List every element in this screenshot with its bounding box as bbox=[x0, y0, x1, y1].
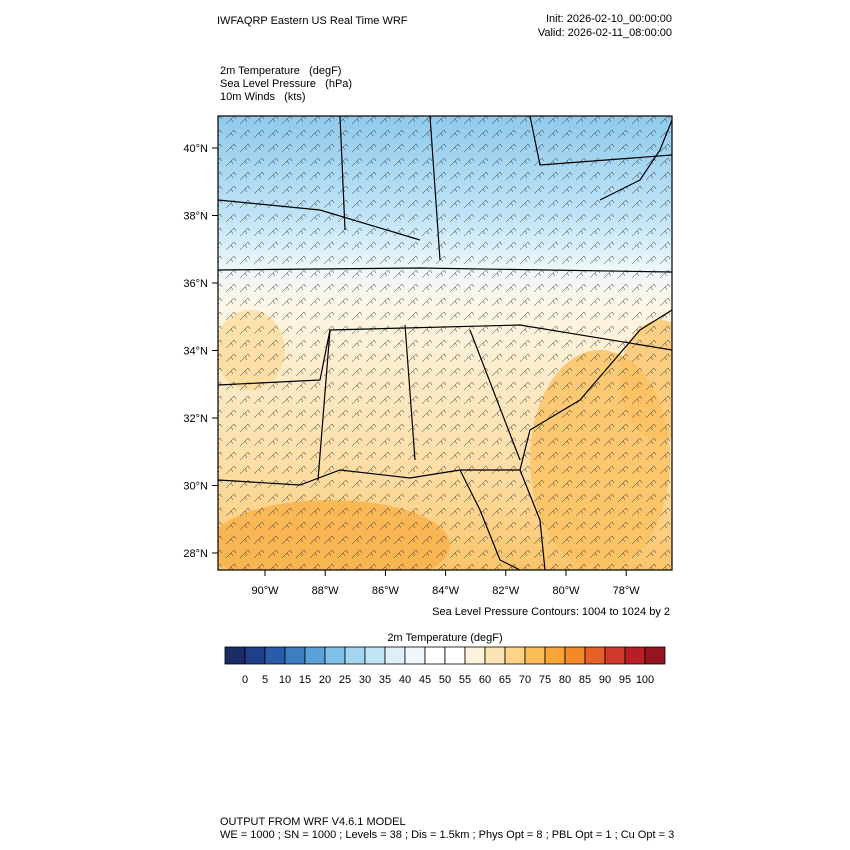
colorbar-box bbox=[384, 646, 406, 665]
colorbar-box bbox=[564, 646, 586, 665]
colorbar-box bbox=[644, 646, 666, 665]
footer-line: OUTPUT FROM WRF V4.6.1 MODEL bbox=[220, 816, 406, 828]
lon-label: 90°W bbox=[251, 585, 279, 597]
colorbar-label: 20 bbox=[319, 674, 331, 686]
colorbar-label: 5 bbox=[262, 674, 268, 686]
colorbar-label: 60 bbox=[479, 674, 491, 686]
colorbar-box bbox=[484, 646, 506, 665]
colorbar-box bbox=[604, 646, 626, 665]
colorbar-box bbox=[324, 646, 346, 665]
colorbar-box bbox=[624, 646, 646, 665]
lat-label: 40°N bbox=[183, 143, 208, 155]
colorbar-box bbox=[304, 646, 326, 665]
lat-label: 32°N bbox=[183, 413, 208, 425]
colorbar-box bbox=[444, 646, 466, 665]
colorbar-box bbox=[424, 646, 446, 665]
colorbar-label: 50 bbox=[439, 674, 451, 686]
field-label: 2m Temperature (degF) bbox=[220, 65, 341, 77]
colorbar-box bbox=[464, 646, 486, 665]
colorbar-label: 75 bbox=[539, 674, 551, 686]
lon-label: 88°W bbox=[312, 585, 340, 597]
colorbar-label: 30 bbox=[359, 674, 371, 686]
colorbar-label: 0 bbox=[242, 674, 248, 686]
colorbar-label: 80 bbox=[559, 674, 571, 686]
colorbar-box bbox=[544, 646, 566, 665]
colorbar-box bbox=[244, 646, 266, 665]
lon-label: 86°W bbox=[372, 585, 400, 597]
valid-time: Valid: 2026-02-11_08:00:00 bbox=[538, 27, 672, 39]
colorbar-label: 10 bbox=[279, 674, 291, 686]
colorbar-label: 40 bbox=[399, 674, 411, 686]
colorbar-title: 2m Temperature (degF) bbox=[387, 632, 502, 644]
field-label: 10m Winds (kts) bbox=[220, 91, 306, 103]
title: IWFAQRP Eastern US Real Time WRF bbox=[217, 15, 408, 27]
colorbar-label: 45 bbox=[419, 674, 431, 686]
init-time: Init: 2026-02-10_00:00:00 bbox=[546, 13, 672, 25]
lat-label: 38°N bbox=[183, 211, 208, 223]
colorbar-box bbox=[224, 646, 246, 665]
footer-line: WE = 1000 ; SN = 1000 ; Levels = 38 ; Di… bbox=[220, 829, 674, 841]
lon-label: 78°W bbox=[613, 585, 641, 597]
lon-label: 84°W bbox=[432, 585, 460, 597]
map-frame bbox=[217, 115, 673, 571]
dynamic: 40°N 38°N 36°N 34°N 32°N 30°N 28°N 90°W 88°W 86°W… bbox=[183, 143, 666, 686]
colorbar-label: 15 bbox=[299, 674, 311, 686]
lon-label: 80°W bbox=[552, 585, 580, 597]
colorbar-label: 85 bbox=[579, 674, 591, 686]
colorbar-label: 65 bbox=[499, 674, 511, 686]
colorbar-label: 100 bbox=[636, 674, 654, 686]
map-field bbox=[218, 116, 672, 570]
lat-label: 34°N bbox=[183, 346, 208, 358]
colorbar-box bbox=[264, 646, 286, 665]
colorbar-box bbox=[584, 646, 606, 665]
colorbar-label: 55 bbox=[459, 674, 471, 686]
colorbar-label: 35 bbox=[379, 674, 391, 686]
field-label: Sea Level Pressure (hPa) bbox=[220, 78, 352, 90]
contour-note: Sea Level Pressure Contours: 1004 to 102… bbox=[432, 606, 670, 618]
colorbar-box bbox=[404, 646, 426, 665]
colorbar-label: 25 bbox=[339, 674, 351, 686]
colorbar-label: 95 bbox=[619, 674, 631, 686]
colorbar-box bbox=[364, 646, 386, 665]
colorbar-box bbox=[524, 646, 546, 665]
colorbar-box bbox=[504, 646, 526, 665]
colorbar-label: 70 bbox=[519, 674, 531, 686]
colorbar-box bbox=[344, 646, 366, 665]
lon-label: 82°W bbox=[492, 585, 520, 597]
lat-label: 30°N bbox=[183, 481, 208, 493]
colorbar-label: 90 bbox=[599, 674, 611, 686]
colorbar-box bbox=[284, 646, 306, 665]
lat-label: 36°N bbox=[183, 278, 208, 290]
lat-label: 28°N bbox=[183, 548, 208, 560]
